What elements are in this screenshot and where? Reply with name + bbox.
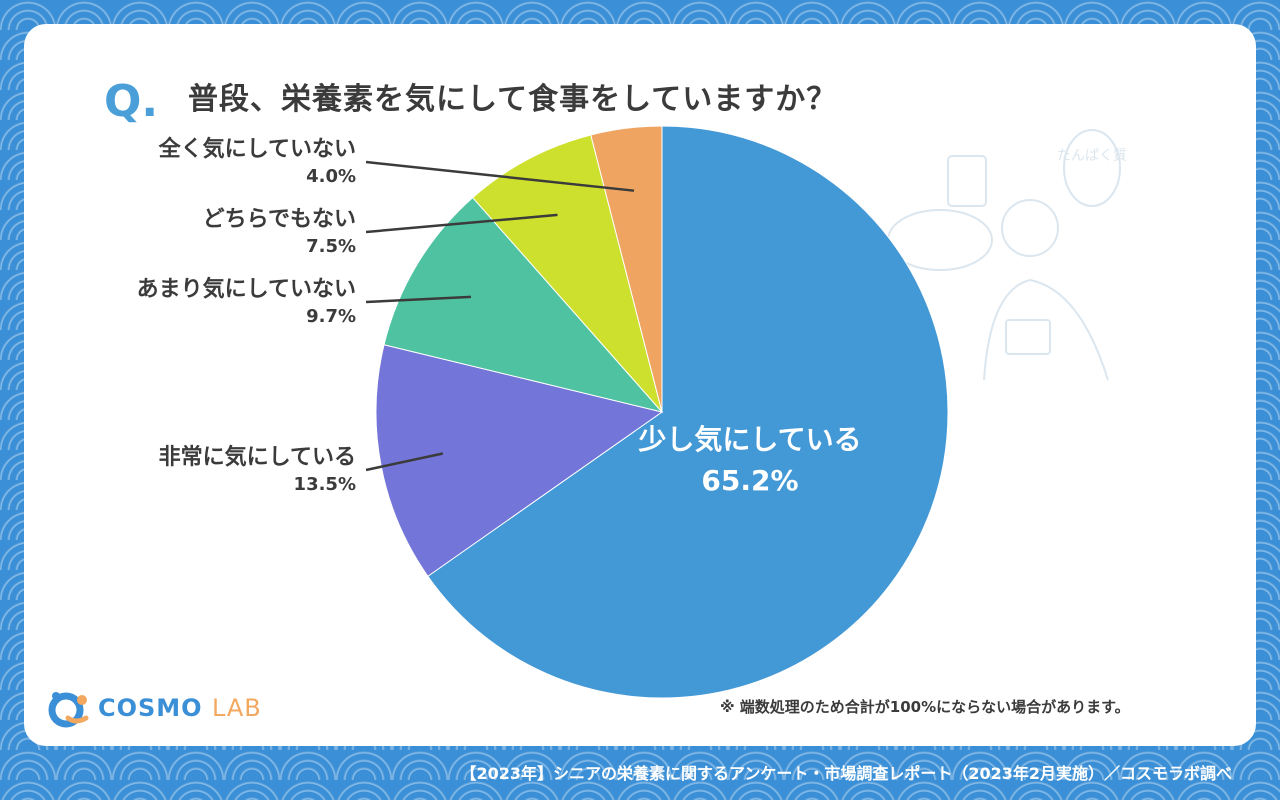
bubble-text: たんぱく質 bbox=[1057, 148, 1127, 164]
senior-head-icon bbox=[1001, 199, 1059, 257]
cosmo-logo-icon bbox=[48, 692, 89, 728]
slice-label-name: 非常に気にしている bbox=[158, 445, 356, 470]
leader-line bbox=[365, 452, 444, 472]
pie-slice bbox=[383, 196, 664, 413]
label-neither: どちらでもない 7.5% bbox=[203, 206, 356, 260]
slice-label-value: 9.7% bbox=[306, 306, 356, 327]
senior-body-icon bbox=[983, 278, 1109, 381]
logo-main-text: COSMO bbox=[98, 694, 203, 722]
slice-label-value: 65.2% bbox=[701, 464, 799, 497]
speech-bubble-icon bbox=[1063, 129, 1121, 207]
pie-slice bbox=[472, 134, 663, 413]
leader-line bbox=[365, 295, 472, 304]
slice-label-value: 7.5% bbox=[306, 236, 356, 257]
label-not-much: あまり気にしていない 9.7% bbox=[137, 276, 356, 330]
pie-slice bbox=[427, 125, 949, 699]
leader-line bbox=[365, 213, 558, 234]
slice-label-value: 4.0% bbox=[306, 166, 356, 187]
glass-icon bbox=[947, 155, 987, 207]
cosmo-lab-logo: COSMO LAB bbox=[46, 688, 262, 728]
senior-taking-notes-illustration: たんぱく質 bbox=[887, 129, 1127, 381]
label-very: 非常に気にしている 13.5% bbox=[159, 444, 356, 498]
slice-label-name: どちらでもない bbox=[202, 207, 356, 232]
logo-text: COSMO LAB bbox=[98, 694, 262, 722]
label-not-at-all: 全く気にしていない 4.0% bbox=[159, 136, 356, 190]
slice-label-name: あまり気にしていない bbox=[136, 277, 356, 302]
label-a-little: 少し気にしている 65.2% bbox=[600, 420, 900, 502]
pie-slice bbox=[375, 344, 664, 577]
leader-line bbox=[365, 160, 635, 192]
rounding-note: ※ 端数処理のため合計が100%にならない場合があります。 bbox=[720, 698, 1130, 716]
notebook-icon bbox=[1005, 319, 1051, 355]
slice-label-value: 13.5% bbox=[293, 474, 356, 495]
slice-label-name: 全く気にしていない bbox=[158, 137, 356, 162]
question-mark: Q. bbox=[104, 76, 159, 127]
chart-title: 普段、栄養素を気にして食事をしていますか？ bbox=[188, 82, 838, 117]
logo-sub-text: LAB bbox=[211, 694, 262, 722]
slice-label-name: 少し気にしている bbox=[638, 423, 862, 456]
footer-source: 【2023年】シニアの栄養素に関するアンケート・市場調査レポート（2023年2月… bbox=[460, 764, 1232, 783]
pie-slice bbox=[590, 125, 663, 413]
